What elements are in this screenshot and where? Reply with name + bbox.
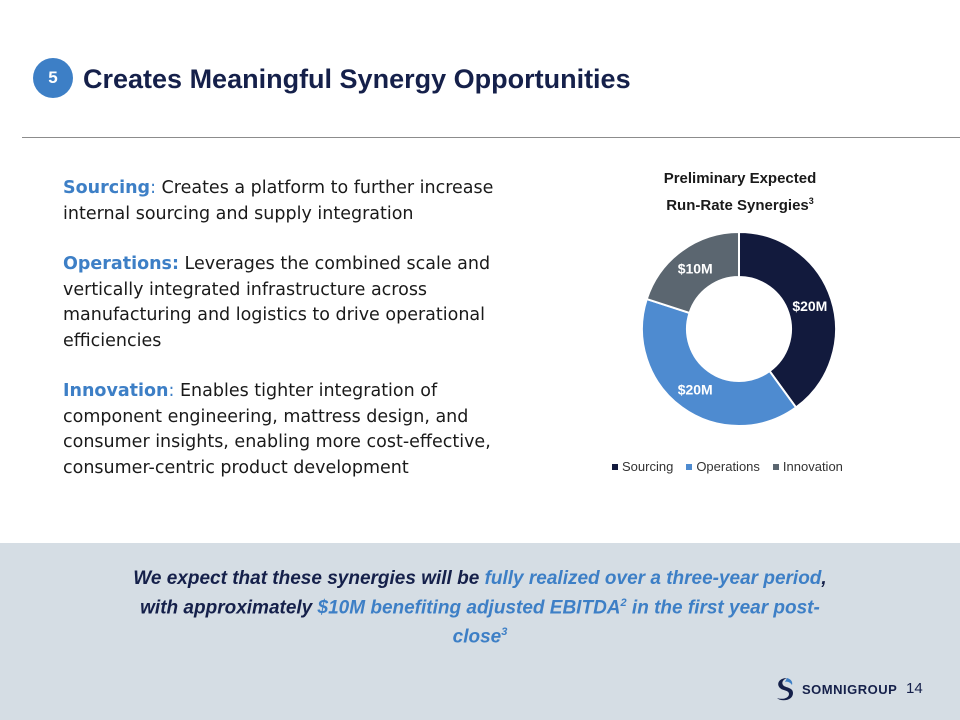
donut-label-operations: $20M [678, 381, 713, 397]
legend-item-sourcing: Sourcing [612, 459, 673, 474]
chart-title: Preliminary Expected Run-Rate Synergies3 [610, 168, 870, 217]
donut-slice-operations [641, 297, 798, 427]
legend-swatch [612, 463, 618, 470]
bullet-sep: : [168, 381, 175, 401]
donut-label-sourcing: $20M [792, 298, 827, 314]
callout-text: We expect that these synergies will be f… [130, 567, 830, 650]
chart-title-line2: Run-Rate Synergies [666, 197, 809, 214]
page-number: 14 [906, 680, 923, 697]
bullet-text: Enables tighter integration of component… [63, 381, 491, 478]
title-divider [22, 137, 960, 138]
chart-title-line1: Preliminary Expected [663, 170, 817, 187]
callout-highlight: $10M benefiting adjusted EBITDA [317, 597, 621, 619]
synergy-bullets: Sourcing: Creates a platform to further … [63, 176, 523, 506]
callout-highlight: fully realized over a three-year period [484, 568, 822, 589]
bullet-lead: Operations: [63, 254, 179, 274]
callout-part: We expect that these synergies will be [133, 568, 485, 589]
section-number-badge: 5 [33, 58, 73, 98]
bullet-text: Creates a platform to further increase i… [63, 178, 494, 224]
legend-swatch [686, 463, 693, 470]
callout-part: , with approximately [140, 568, 827, 619]
donut-label-innovation: $10M [678, 261, 713, 277]
bullet-innovation: Innovation: Enables tighter integration … [63, 379, 523, 481]
bullet-lead: Innovation [63, 381, 169, 401]
legend-label: Innovation [782, 459, 843, 474]
bullet-lead: Sourcing [63, 178, 151, 198]
logo-text: SOMNIGROUP [802, 681, 898, 697]
bullet-sep: : [150, 178, 156, 198]
bullet-sourcing: Sourcing: Creates a platform to further … [63, 176, 523, 227]
page-title: Creates Meaningful Synergy Opportunities [83, 64, 631, 94]
donut-slice-innovation [645, 230, 740, 315]
callout-highlight: in the first year post-close [452, 597, 820, 648]
bullet-text: Leverages the combined scale and vertica… [63, 254, 491, 351]
logo-mark-icon [777, 678, 793, 701]
legend-label: Sourcing [622, 459, 674, 474]
callout-footnote: 3 [501, 626, 508, 639]
callout-footnote: 2 [620, 597, 627, 609]
bullet-operations: Operations: Leverages the combined scale… [63, 252, 523, 354]
legend-swatch [772, 463, 779, 470]
company-logo: SOMNIGROUP [773, 676, 897, 702]
legend-item-operations: Operations [686, 459, 760, 474]
callout-band [0, 543, 960, 720]
chart-title-footnote: 3 [808, 196, 814, 206]
legend-label: Operations [696, 459, 760, 474]
donut-slice-sourcing [738, 230, 837, 409]
chart-legend: Sourcing Operations Innovation [612, 459, 882, 474]
legend-item-innovation: Innovation [772, 459, 843, 474]
